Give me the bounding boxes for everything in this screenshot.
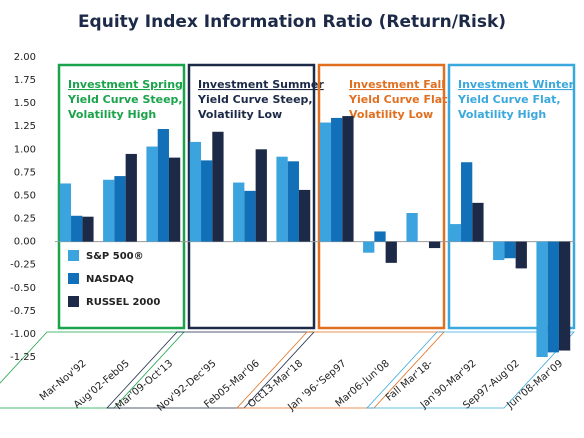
legend-swatch: [68, 273, 79, 284]
y-tick-label: -0.25: [10, 260, 36, 271]
legend-label: RUSSEL 2000: [86, 297, 160, 308]
y-tick-label: 2.00: [14, 52, 36, 63]
y-tick-label: 0.75: [14, 167, 36, 178]
bar: [201, 160, 213, 242]
bar: [114, 176, 126, 242]
y-tick-label: -0.50: [10, 283, 36, 294]
legend-swatch: [68, 250, 79, 261]
bar: [515, 241, 527, 269]
bar: [504, 241, 516, 259]
bar: [255, 149, 267, 242]
y-tick-label: 1.50: [14, 98, 36, 109]
bar: [125, 153, 137, 242]
bar: [536, 241, 548, 357]
bar: [363, 241, 375, 253]
y-tick-label: 1.00: [14, 144, 36, 155]
y-tick-label: -1.25: [10, 352, 36, 363]
bar: [461, 162, 473, 242]
bar: [82, 216, 94, 242]
bar: [276, 156, 288, 242]
bar: [287, 161, 299, 242]
annotation-text: Volatility High: [458, 108, 546, 121]
bar: [385, 241, 397, 263]
annotation-text: Yield Curve Flat,: [457, 93, 561, 106]
bar: [244, 190, 256, 242]
annotation-text: Yield Curve Steep,: [197, 93, 313, 106]
legend-label: NASDAQ: [86, 274, 134, 285]
bar: [493, 241, 505, 261]
bar: [189, 141, 202, 242]
bar: [233, 182, 245, 242]
bar: [547, 241, 559, 353]
bar: [59, 183, 72, 242]
season-box: [187, 63, 316, 330]
bar: [212, 131, 224, 242]
annotation-text: Yield Curve Flat,: [348, 93, 452, 106]
y-tick-label: 1.25: [14, 121, 36, 132]
annotation-title: Investment Winter: [458, 78, 575, 91]
y-tick-label: 1.75: [14, 75, 36, 86]
chart-title: Equity Index Information Ratio (Return/R…: [78, 12, 506, 32]
bar: [157, 129, 169, 242]
bar: [319, 122, 332, 242]
legend-swatch: [68, 296, 79, 307]
bar: [558, 241, 571, 351]
bar: [374, 231, 386, 242]
y-tick-label: -1.00: [10, 329, 36, 340]
y-tick-label: 0.50: [14, 190, 36, 201]
label-frame: [366, 331, 575, 409]
bar: [331, 117, 343, 242]
y-tick-label: 0.00: [14, 237, 36, 248]
bar: [449, 224, 462, 242]
y-tick-label: 0.25: [14, 214, 36, 225]
annotation-text: Volatility Low: [198, 108, 282, 121]
annotation-text: Volatility High: [68, 108, 156, 121]
y-tick-label: -0.75: [10, 306, 36, 317]
annotation-title: Investment Fall: [349, 78, 445, 91]
season-box: [317, 63, 446, 330]
bar: [406, 213, 418, 242]
bar: [146, 146, 158, 242]
season-box: [447, 63, 576, 330]
annotation-text: Yield Curve Steep,: [67, 93, 183, 106]
annotation-text: Volatility Low: [349, 108, 433, 121]
bar: [472, 202, 484, 242]
bar: [342, 116, 354, 242]
annotation-title: Investment Spring: [68, 78, 183, 91]
bar: [103, 179, 115, 242]
bar: [428, 241, 441, 249]
bar: [298, 189, 311, 242]
bar: [71, 215, 83, 242]
bar: [168, 157, 181, 242]
season-box: [57, 63, 186, 330]
annotation-title: Investment Summer: [198, 78, 324, 91]
legend-label: S&P 500®: [86, 251, 144, 262]
